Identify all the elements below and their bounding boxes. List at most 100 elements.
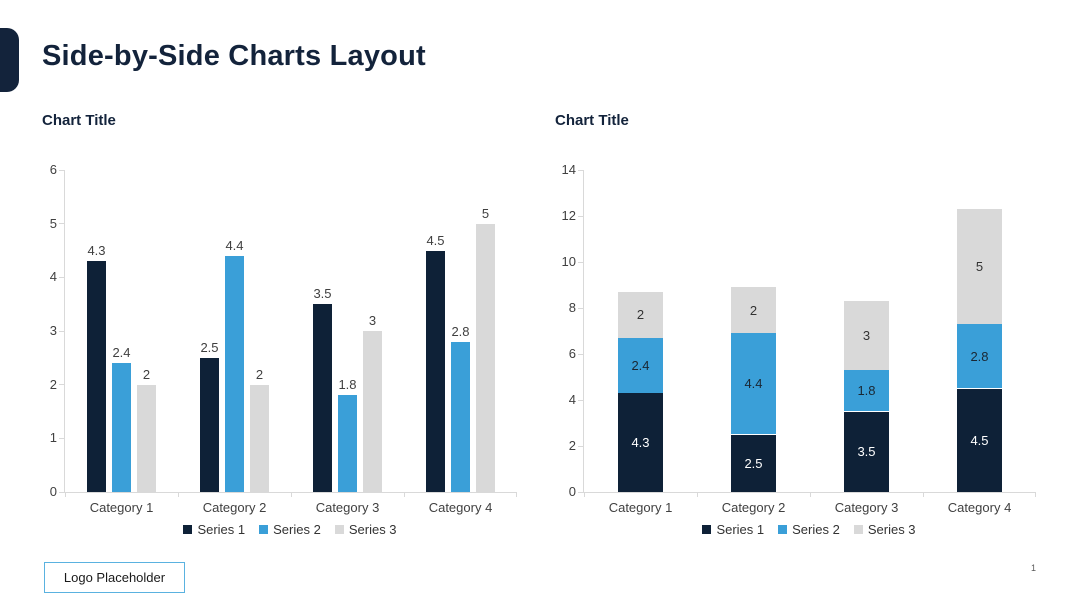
bar-series-1-category-2 bbox=[200, 357, 219, 492]
data-label: 1.8 bbox=[857, 383, 876, 399]
data-label: 2.5 bbox=[744, 455, 763, 471]
x-tick-mark bbox=[404, 492, 405, 497]
grouped-bar-chart: Chart Title 0 1 2 3 4 5 6 Category 1 Category 2 C… bbox=[42, 112, 554, 554]
bar-series-1-category-2 bbox=[731, 434, 776, 492]
legend-item: Series 1 bbox=[702, 522, 764, 537]
x-category-label: Category 2 bbox=[202, 500, 267, 515]
data-label: 4.3 bbox=[87, 243, 106, 259]
y-tick-mark bbox=[59, 330, 65, 332]
legend-swatch bbox=[259, 525, 269, 534]
x-category-label: Category 3 bbox=[315, 500, 380, 515]
bar-series-2-category-1 bbox=[618, 337, 663, 394]
bar-series-3-category-4 bbox=[957, 209, 1002, 325]
data-label: 4.4 bbox=[744, 376, 763, 392]
y-tick-mark bbox=[59, 491, 65, 493]
legend-swatch bbox=[183, 525, 193, 534]
legend-label: Series 2 bbox=[273, 522, 321, 537]
bar-series-1-category-3 bbox=[313, 304, 332, 492]
data-label: 3 bbox=[862, 328, 871, 344]
data-label: 3.5 bbox=[857, 444, 876, 460]
y-tick-label: 0 bbox=[49, 484, 57, 499]
bar-series-1-category-3 bbox=[844, 411, 889, 492]
x-tick-mark bbox=[516, 492, 517, 497]
y-tick-label: 12 bbox=[561, 208, 576, 223]
y-tick-mark bbox=[578, 307, 584, 309]
plot-area: 0 1 2 3 4 5 6 Category 1 Category 2 Category 3 Cat… bbox=[50, 162, 517, 515]
data-label: 2 bbox=[255, 366, 264, 382]
page-title: Side-by-Side Charts Layout bbox=[42, 40, 426, 72]
bar-series-3-category-3 bbox=[844, 301, 889, 371]
bar-series-2-category-4 bbox=[451, 341, 470, 492]
legend-item: Series 3 bbox=[853, 522, 916, 537]
x-tick-mark bbox=[178, 492, 179, 497]
y-tick-mark bbox=[59, 384, 65, 386]
data-label: 5 bbox=[975, 259, 984, 275]
bar-series-2-category-3 bbox=[338, 395, 357, 492]
plot-area: 0 2 4 6 8 10 12 14 Category 1 Category 2 Category … bbox=[562, 162, 1036, 515]
y-tick-label: 1 bbox=[49, 430, 57, 446]
stacked-bar-chart: Chart Title 0 2 4 6 8 10 12 14 Category 1 Categor… bbox=[555, 112, 1067, 554]
bar-series-2-category-1 bbox=[112, 363, 131, 492]
y-tick-label: 6 bbox=[49, 162, 57, 177]
y-tick-mark bbox=[578, 169, 584, 171]
data-label: 4.5 bbox=[970, 432, 989, 448]
y-tick-mark bbox=[59, 169, 65, 171]
x-tick-mark bbox=[1035, 492, 1036, 497]
x-category-label: Category 2 bbox=[721, 500, 786, 515]
data-label: 1.8 bbox=[338, 377, 357, 393]
chart-legend: Series 1 Series 2 Series 3 bbox=[583, 522, 1035, 537]
bar-series-3-category-2 bbox=[731, 287, 776, 334]
legend-item: Series 1 bbox=[183, 522, 245, 537]
bar-series-1-category-4 bbox=[426, 250, 445, 492]
bar-series-1-category-4 bbox=[957, 388, 1002, 492]
bar-series-3-category-3 bbox=[363, 331, 382, 492]
bar-series-1-category-1 bbox=[618, 393, 663, 492]
plot-wrapper: 0 2 4 6 8 10 12 14 Category 1 Category 2 Category … bbox=[562, 162, 1036, 537]
data-label: 2.8 bbox=[970, 348, 989, 364]
legend-label: Series 1 bbox=[197, 522, 246, 537]
y-tick-label: 0 bbox=[568, 484, 576, 499]
data-label: 4.3 bbox=[631, 435, 650, 451]
data-label: 3.5 bbox=[313, 286, 332, 302]
y-tick-label: 10 bbox=[561, 254, 576, 269]
data-label: 4.5 bbox=[426, 232, 445, 248]
data-label: 2.5 bbox=[200, 339, 219, 355]
chart-title: Chart Title bbox=[42, 112, 116, 129]
y-tick-mark bbox=[59, 276, 65, 278]
bar-series-2-category-3 bbox=[844, 370, 889, 412]
bar-series-2-category-2 bbox=[731, 333, 776, 435]
accent-bar bbox=[0, 28, 19, 92]
y-tick-label: 2 bbox=[568, 438, 576, 453]
y-tick-label: 8 bbox=[568, 300, 576, 315]
y-tick-mark bbox=[578, 399, 584, 401]
chart-title: Chart Title bbox=[555, 112, 629, 129]
data-label: 2.8 bbox=[451, 323, 470, 339]
x-tick-mark bbox=[65, 492, 66, 497]
bar-series-1-category-1 bbox=[87, 261, 106, 492]
data-label: 5 bbox=[481, 205, 490, 221]
bar-series-3-category-1 bbox=[137, 384, 156, 492]
legend-label: Series 3 bbox=[348, 522, 397, 537]
y-tick-mark bbox=[578, 491, 584, 493]
logo-placeholder-label: Logo Placeholder bbox=[63, 570, 166, 585]
legend-label: Series 1 bbox=[716, 522, 765, 537]
y-tick-mark bbox=[578, 445, 584, 447]
logo-placeholder[interactable]: Logo Placeholder bbox=[44, 562, 185, 593]
y-tick-label: 6 bbox=[568, 346, 576, 361]
y-tick-label: 14 bbox=[561, 162, 576, 177]
bar-series-3-category-4 bbox=[476, 223, 495, 492]
legend-item: Series 3 bbox=[334, 522, 397, 537]
y-tick-label: 5 bbox=[49, 215, 57, 231]
bar-series-2-category-2 bbox=[225, 255, 244, 492]
bar-series-3-category-1 bbox=[618, 291, 663, 338]
x-tick-mark bbox=[584, 492, 585, 497]
data-label: 2 bbox=[749, 302, 758, 318]
y-tick-mark bbox=[578, 261, 584, 263]
y-tick-label: 4 bbox=[49, 269, 57, 285]
bar-series-3-category-2 bbox=[250, 384, 269, 492]
legend-swatch bbox=[778, 525, 788, 534]
legend-item: Series 2 bbox=[259, 522, 321, 537]
y-tick-label: 4 bbox=[568, 392, 576, 407]
y-tick-label: 3 bbox=[49, 323, 57, 338]
